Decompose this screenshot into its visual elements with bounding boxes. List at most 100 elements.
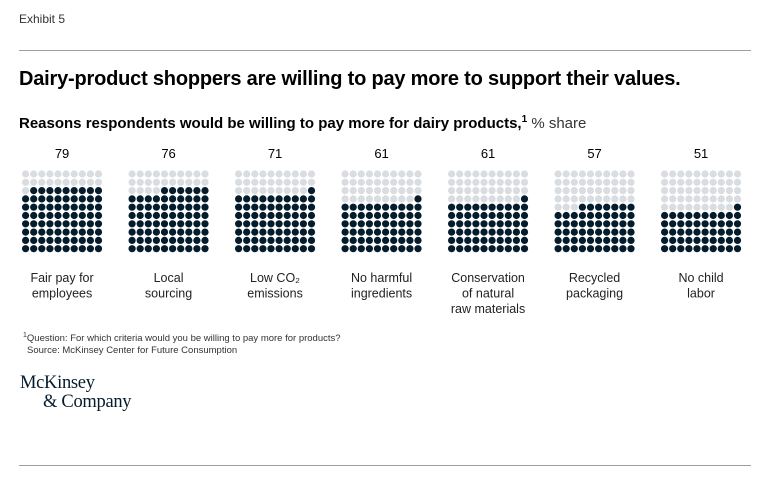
waffle-dot-empty xyxy=(464,178,472,186)
waffle-dot-empty xyxy=(480,195,488,203)
waffle-dot-filled xyxy=(128,211,136,220)
waffle-dot-filled xyxy=(448,220,456,228)
waffle-dot-empty xyxy=(619,187,627,195)
waffle-dot-empty xyxy=(38,170,46,178)
waffle-dot-filled xyxy=(54,220,62,228)
waffle-dot-filled xyxy=(709,220,717,228)
waffle-dot-filled xyxy=(661,228,669,236)
waffle-dot-filled xyxy=(54,228,62,236)
waffle-dot-filled xyxy=(701,220,709,228)
waffle-dot-filled xyxy=(578,228,587,236)
waffle-dot-empty xyxy=(480,187,488,195)
waffle-dot-empty xyxy=(283,170,291,178)
waffle-dot-empty xyxy=(373,187,382,195)
waffle-dot-filled xyxy=(456,203,464,211)
waffle-dot-filled xyxy=(46,236,54,244)
waffle-dot-empty xyxy=(725,195,734,203)
waffle-dot-filled xyxy=(595,220,603,228)
waffle-dot-filled xyxy=(235,203,243,211)
waffle-dot-filled xyxy=(611,228,619,236)
waffle-dot-filled xyxy=(390,245,398,253)
waffle-dot-filled xyxy=(267,245,275,253)
waffle-dot-filled xyxy=(22,245,30,253)
waffle-dot-filled xyxy=(448,245,456,253)
waffle-dot-filled xyxy=(193,187,201,195)
waffle-dot-filled xyxy=(30,228,38,236)
footnote: 1Question: For which criteria would you … xyxy=(23,330,341,357)
waffle-dot-filled xyxy=(554,220,562,228)
waffle-dot-empty xyxy=(733,170,742,178)
waffle-dot-filled xyxy=(390,236,398,244)
waffle-dot-empty xyxy=(733,178,742,186)
waffle-dot-filled xyxy=(291,203,299,211)
waffle-dot-empty xyxy=(677,195,685,203)
waffle-dot-filled xyxy=(365,236,373,244)
waffle-dot-filled xyxy=(341,220,349,228)
waffle-dot-filled xyxy=(349,245,357,253)
waffle-dot-filled xyxy=(201,211,209,220)
waffle-dot-empty xyxy=(717,195,725,203)
waffle-dot-filled xyxy=(357,236,365,244)
waffle-dot-empty xyxy=(390,178,398,186)
category-label: emissions xyxy=(247,287,303,301)
waffle-dot-filled xyxy=(398,228,406,236)
waffle-dot-filled xyxy=(520,203,529,211)
waffle-dot-filled xyxy=(554,228,562,236)
waffle-dot-empty xyxy=(70,170,78,178)
waffle-dot-filled xyxy=(677,245,685,253)
waffle-dot-filled xyxy=(243,228,251,236)
subtitle-footnote-marker: 1 xyxy=(521,114,528,125)
waffle-dot-filled xyxy=(578,245,587,253)
waffle-dot-empty xyxy=(86,170,94,178)
waffle-dot-filled xyxy=(291,211,299,220)
waffle-dot-filled xyxy=(357,203,365,211)
waffle-dot-filled xyxy=(177,203,185,211)
waffle-dot-filled xyxy=(251,245,259,253)
waffle-dot-empty xyxy=(619,195,627,203)
waffle-dot-filled xyxy=(307,187,316,195)
waffle-dot-empty xyxy=(725,187,734,195)
waffle-dot-empty xyxy=(693,178,701,186)
waffle-dot-empty xyxy=(677,170,685,178)
waffle-dot-empty xyxy=(349,178,357,186)
waffle-dot-filled xyxy=(390,220,398,228)
waffle-dot-empty xyxy=(62,170,70,178)
waffle-dot-filled xyxy=(86,220,94,228)
waffle-dot-filled xyxy=(267,236,275,244)
waffle-dot-filled xyxy=(78,211,86,220)
waffle-dot-filled xyxy=(341,228,349,236)
waffle-dot-filled xyxy=(341,203,349,211)
waffle-dot-filled xyxy=(291,236,299,244)
waffle-dot-empty xyxy=(144,187,152,195)
waffle-dot-filled xyxy=(152,236,160,244)
waffle-dot-filled xyxy=(349,211,357,220)
waffle-dot-filled xyxy=(30,187,38,195)
waffle-dot-empty xyxy=(520,170,529,178)
waffle-dot-empty xyxy=(512,170,521,178)
waffle-dot-empty xyxy=(480,178,488,186)
waffle-dot-empty xyxy=(390,195,398,203)
waffle-dot-filled xyxy=(78,187,86,195)
waffle-dot-filled xyxy=(448,228,456,236)
waffle-dot-filled xyxy=(398,236,406,244)
waffle-dot-filled xyxy=(291,195,299,203)
waffle-dot-filled xyxy=(94,203,103,211)
waffle-dot-filled xyxy=(382,228,390,236)
waffle-dot-filled xyxy=(54,195,62,203)
top-divider xyxy=(19,50,751,51)
waffle-dot-empty xyxy=(414,187,422,195)
waffle-dot-filled xyxy=(578,236,587,244)
waffle-dot-empty xyxy=(299,170,307,178)
subtitle-text: Reasons respondents would be willing to … xyxy=(19,115,522,132)
waffle-dot-filled xyxy=(373,203,382,211)
waffle-dot-empty xyxy=(562,187,570,195)
waffle-dot-filled xyxy=(365,228,373,236)
waffle-dot-filled xyxy=(406,220,414,228)
waffle-dot-filled xyxy=(259,195,267,203)
waffle-dot-empty xyxy=(611,195,619,203)
waffle-dot-filled xyxy=(611,245,619,253)
bottom-divider xyxy=(19,465,751,466)
waffle-dot-filled xyxy=(299,195,307,203)
waffle-dot-filled xyxy=(201,187,209,195)
waffle-dot-filled xyxy=(22,211,30,220)
